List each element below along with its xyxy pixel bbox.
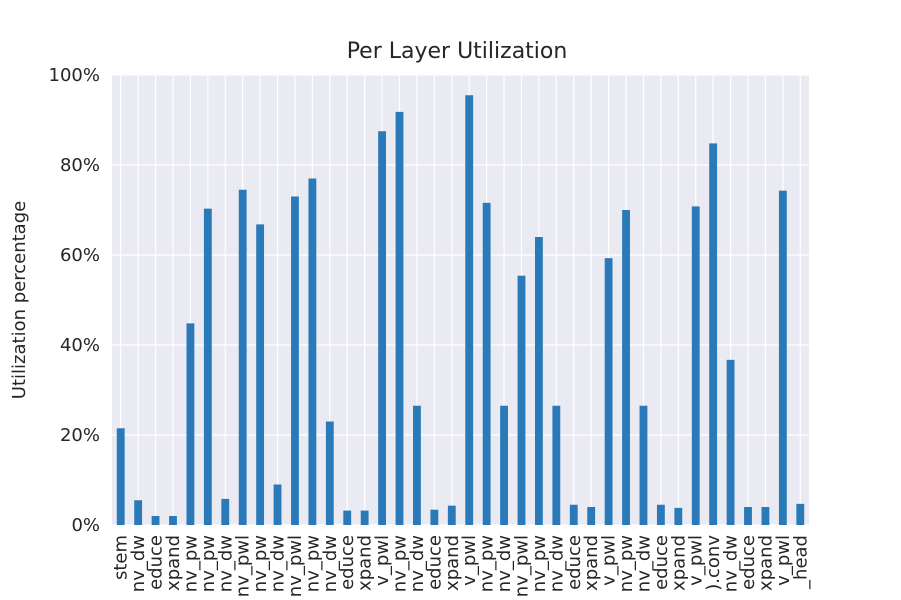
x-tick-label: educe [146, 535, 167, 590]
bar [569, 504, 578, 525]
bar [761, 507, 770, 525]
bar [534, 237, 543, 525]
x-tick-label: nv_dw [128, 535, 149, 592]
bar [325, 421, 334, 525]
bar [744, 507, 752, 525]
x-tick-label: nv_dw [407, 535, 428, 592]
x-tick-label: educe [424, 535, 445, 590]
x-tick-label: nv_dw [215, 535, 236, 592]
y-tick-label: 20% [60, 425, 100, 446]
x-tick-label: nv_pwl [511, 535, 532, 597]
bar [308, 178, 317, 525]
bar [134, 500, 143, 525]
x-tick-label: educe [738, 535, 759, 590]
x-tick-label: nv_pw [250, 535, 271, 592]
bar [413, 405, 421, 525]
bar [465, 95, 474, 525]
bar [796, 503, 805, 525]
bar [447, 505, 456, 525]
x-tick-label: nv_pw [390, 535, 411, 592]
bar [552, 405, 561, 525]
x-tick-label: nv_pw [180, 535, 201, 592]
bar [395, 111, 404, 526]
x-tick-label: educe [337, 535, 358, 590]
bar [291, 196, 299, 525]
x-tick-label: xpand [163, 535, 184, 591]
x-tick-label: _head [790, 535, 811, 590]
x-tick-label: xpand [668, 535, 689, 591]
x-tick-label: ).conv [703, 535, 724, 591]
bar [343, 510, 352, 525]
bar [709, 143, 718, 525]
bar [691, 206, 700, 525]
bar [186, 323, 195, 525]
x-tick-label: nv_dw [320, 535, 341, 592]
x-tick-label: nv_dw [268, 535, 289, 592]
x-tick-label: stem [111, 535, 132, 580]
y-tick-labels: 0% 20% 40% 60% 80% 100% [49, 65, 100, 536]
x-tick-label: v_pwl [773, 535, 794, 586]
x-tick-label: nv_pw [198, 535, 219, 592]
bar [151, 516, 160, 525]
x-tick-label: v_pwl [459, 535, 480, 586]
bar [622, 210, 630, 525]
x-tick-label: xpand [581, 535, 602, 591]
bar [639, 405, 648, 525]
bar [656, 504, 665, 525]
y-tick-label: 100% [49, 65, 100, 86]
bar [726, 359, 735, 525]
bar [482, 202, 491, 526]
bar [169, 516, 177, 525]
bar [430, 509, 439, 525]
bar [500, 405, 508, 525]
bar [378, 131, 387, 525]
bar [221, 498, 230, 525]
x-tick-label: nv_pw [477, 535, 498, 592]
x-tick-label: nv_pwl [233, 535, 254, 597]
y-tick-label: 40% [60, 335, 100, 356]
bar [587, 507, 596, 525]
y-tick-label: 60% [60, 245, 100, 266]
bar [604, 258, 613, 525]
x-tick-label: v_pwl [686, 535, 707, 586]
bar [116, 428, 125, 525]
x-tick-label: nv_pw [302, 535, 323, 592]
x-tick-label: nv_dw [721, 535, 742, 592]
x-tick-label: nv_pwl [285, 535, 306, 597]
bar [256, 224, 265, 525]
x-tick-label: educe [651, 535, 672, 590]
x-tick-label: xpand [755, 535, 776, 591]
bar [238, 189, 247, 525]
bar [517, 275, 526, 525]
x-tick-label: nv_dw [494, 535, 515, 592]
y-axis-label: Utilization percentage [9, 201, 30, 399]
plot-background [112, 75, 809, 525]
x-tick-label: educe [564, 535, 585, 590]
bar [674, 507, 683, 525]
x-tick-labels: stemnv_dweducexpandnv_pwnv_pwnv_dwnv_pwl… [111, 535, 812, 598]
y-tick-label: 80% [60, 155, 100, 176]
x-tick-label: xpand [355, 535, 376, 591]
bar [273, 484, 282, 525]
x-tick-label: nv_pw [529, 535, 550, 592]
x-tick-label: nv_dw [633, 535, 654, 592]
bar [360, 510, 369, 525]
x-tick-label: v_pwl [599, 535, 620, 586]
y-tick-label: 0% [71, 515, 100, 536]
bar [203, 208, 212, 525]
bars [116, 95, 805, 526]
chart-title: Per Layer Utilization [347, 39, 568, 64]
x-tick-label: nv_dw [546, 535, 567, 592]
bar [778, 190, 787, 525]
x-tick-label: v_pwl [372, 535, 393, 586]
x-tick-label: xpand [442, 535, 463, 591]
x-tick-label: nv_pw [616, 535, 637, 592]
